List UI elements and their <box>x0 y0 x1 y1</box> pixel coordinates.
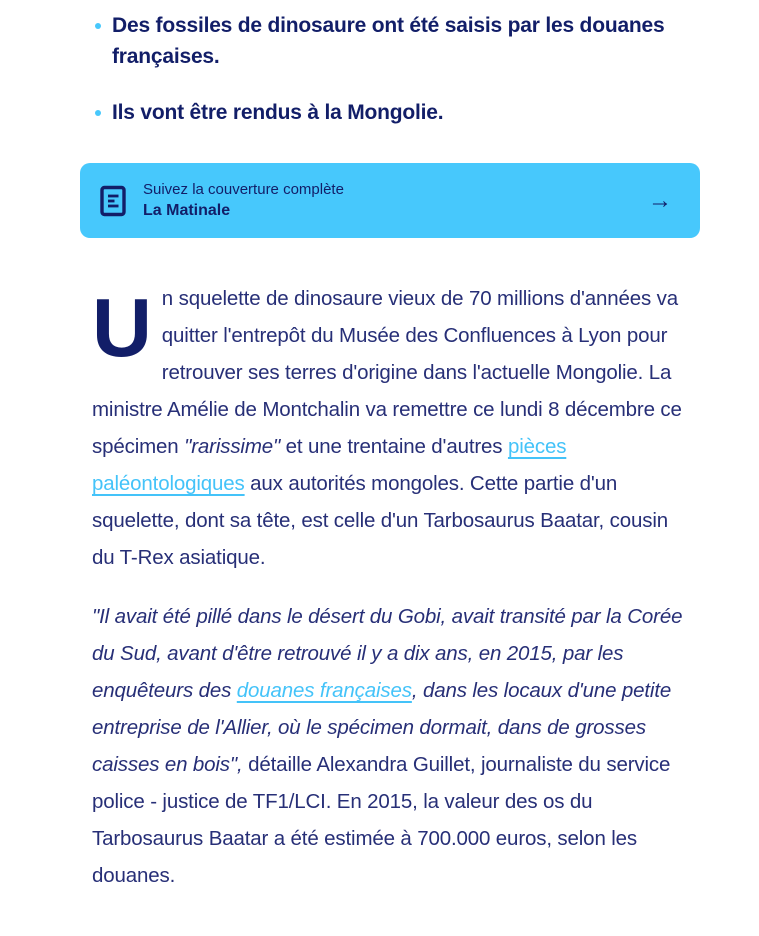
text-segment-italic: , dans les locaux d'une petite entrepris… <box>92 679 672 776</box>
text-segment: et une trentaine d'autres <box>280 435 508 458</box>
banner-kicker: Suivez la couverture complète <box>143 181 344 198</box>
paragraph-2: "Il avait été pillé dans le désert du Go… <box>92 598 696 894</box>
text-segment: n squelette de dinosaure vieux de 70 mil… <box>92 287 682 458</box>
link-douanes-francaises[interactable]: douanes françaises <box>236 679 412 702</box>
highlight-list: Des fossiles de dinosaure ont été saisis… <box>80 10 700 128</box>
highlight-text: Ils vont être rendus à la Mongolie. <box>112 101 444 124</box>
highlight-item: Ils vont être rendus à la Mongolie. <box>95 97 700 128</box>
link-pieces-paleontologiques[interactable]: pièces paléontologiques <box>92 435 567 495</box>
text-segment-italic: "rarissime" <box>184 435 281 458</box>
highlight-text: Des fossiles de dinosaure ont été saisis… <box>112 14 665 68</box>
article-icon <box>100 185 126 217</box>
drop-cap: U <box>92 281 152 374</box>
banner-title: La Matinale <box>143 202 231 219</box>
banner-text: Suivez la couverture complète La Matinal… <box>143 180 344 221</box>
text-segment-italic: "Il avait été pillé dans le désert du Go… <box>92 605 683 702</box>
text-segment: aux autorités mongoles. Cette partie d'u… <box>92 472 668 569</box>
highlight-item: Des fossiles de dinosaure ont été saisis… <box>95 10 700 72</box>
coverage-banner[interactable]: Suivez la couverture complète La Matinal… <box>80 163 700 238</box>
arrow-right-icon: → <box>648 186 672 214</box>
